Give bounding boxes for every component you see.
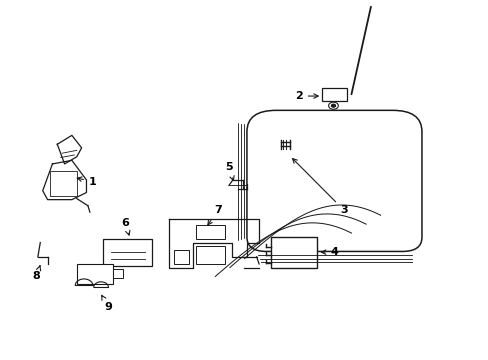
Text: 2: 2 — [294, 91, 318, 101]
Text: 8: 8 — [33, 266, 41, 282]
Text: 5: 5 — [224, 162, 234, 180]
Bar — [77, 264, 113, 284]
Text: 3: 3 — [292, 158, 347, 215]
Circle shape — [328, 102, 338, 109]
Bar — [174, 249, 188, 264]
Circle shape — [331, 104, 335, 107]
Bar — [322, 88, 346, 102]
Bar — [196, 246, 224, 264]
Bar — [271, 237, 317, 267]
Text: 6: 6 — [121, 218, 130, 235]
Text: 9: 9 — [102, 296, 112, 312]
Text: 4: 4 — [321, 247, 338, 257]
Bar — [103, 239, 152, 266]
Bar — [50, 171, 77, 196]
Bar — [113, 269, 122, 278]
Text: 1: 1 — [77, 177, 97, 187]
Text: 7: 7 — [207, 205, 221, 225]
Bar — [196, 225, 224, 239]
